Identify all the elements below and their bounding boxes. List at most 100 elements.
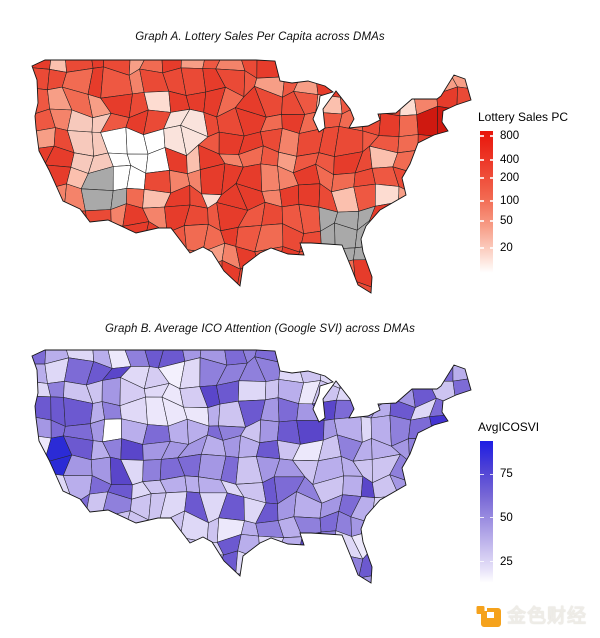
- dma-region: [391, 227, 421, 247]
- dma-region: [280, 350, 299, 365]
- dma-region: [433, 183, 460, 215]
- dma-region: [408, 500, 430, 522]
- dma-region: [419, 205, 440, 232]
- graph-a-colorbar: 800 400 200 100 50 20: [478, 130, 568, 283]
- dma-region: [43, 511, 73, 535]
- dma-region: [373, 67, 402, 99]
- dma-region: [353, 244, 379, 261]
- dma-region: [32, 262, 56, 290]
- dma-region: [294, 265, 323, 287]
- dma-region: [260, 163, 281, 192]
- dma-region: [64, 569, 92, 583]
- dma-region: [321, 350, 344, 362]
- dma-region: [414, 187, 440, 215]
- colorbar-tick: [480, 135, 484, 137]
- dma-region: [62, 243, 95, 269]
- graph-b-title: Graph B. Average ICO Attention (Google S…: [105, 323, 415, 335]
- graph-a-choropleth-map: [31, 59, 472, 294]
- colorbar-tick: [489, 220, 493, 222]
- graph-a-legend: Lottery Sales PC 800 400 200 100 50 20: [478, 110, 573, 283]
- dma-region: [84, 516, 104, 542]
- dma-region: [427, 494, 454, 523]
- dma-region: [350, 350, 379, 368]
- dma-region: [105, 260, 121, 282]
- dma-region: [314, 66, 341, 98]
- dma-region: [91, 246, 114, 265]
- dma-region: [433, 168, 455, 188]
- dma-region: [296, 403, 325, 421]
- dma-region: [337, 570, 359, 583]
- dma-region: [196, 554, 225, 581]
- us-outline: [31, 349, 472, 584]
- dma-region: [446, 264, 471, 284]
- dma-region: [454, 109, 471, 130]
- colorbar-tick: [489, 177, 493, 179]
- dma-region: [257, 279, 285, 293]
- dma-region: [395, 60, 415, 81]
- dma-region: [450, 434, 471, 464]
- dma-region: [107, 550, 131, 581]
- dma-region: [411, 366, 439, 387]
- dma-region: [80, 188, 114, 212]
- dma-region: [82, 579, 113, 583]
- dma-region: [32, 187, 54, 205]
- dma-region: [162, 285, 186, 293]
- dma-region: [102, 538, 131, 561]
- dma-region: [259, 419, 280, 444]
- dma-region: [50, 222, 71, 249]
- dma-region: [409, 531, 435, 557]
- dma-region: [351, 67, 375, 99]
- dma-region: [293, 66, 319, 95]
- dma-region: [164, 225, 187, 250]
- dma-region: [184, 475, 200, 494]
- dma-region: [351, 60, 374, 71]
- dma-region: [332, 350, 361, 366]
- dma-region: [140, 573, 168, 583]
- dma-region: [119, 279, 152, 293]
- dma-region: [371, 548, 397, 580]
- dma-region: [452, 359, 471, 382]
- dma-region: [371, 530, 395, 553]
- dma-region: [352, 384, 379, 407]
- us-outline: [31, 59, 472, 294]
- dma-region: [447, 473, 471, 496]
- dma-region: [411, 244, 434, 267]
- dma-region: [294, 350, 324, 365]
- dma-region: [142, 459, 162, 483]
- dma-region: [429, 414, 454, 439]
- dma-region: [185, 268, 206, 291]
- dma-region: [32, 571, 53, 583]
- dma-region: [222, 350, 248, 366]
- dma-region: [280, 278, 303, 293]
- dma-region: [428, 458, 452, 482]
- dma-region: [119, 260, 150, 284]
- dma-region: [32, 513, 56, 542]
- graph-b-legend: AvgICOSVI 75 50 25: [478, 420, 573, 593]
- colorbar-tick: [489, 516, 493, 519]
- dma-region: [139, 550, 168, 578]
- dma-region: [369, 366, 400, 388]
- dma-region: [315, 111, 343, 129]
- dma-region: [105, 279, 132, 293]
- dma-region: [42, 285, 75, 293]
- dma-region: [446, 491, 471, 523]
- dma-region: [51, 530, 73, 553]
- dma-region: [433, 434, 454, 460]
- dma-region: [52, 201, 67, 229]
- colorbar-gradient: [480, 131, 493, 277]
- dma-region: [374, 278, 397, 293]
- dma-region: [258, 535, 285, 560]
- dma-region: [437, 105, 458, 137]
- dma-region: [32, 363, 48, 384]
- logo-big-block: [481, 607, 501, 627]
- colorbar-tick: [489, 159, 493, 161]
- dma-region: [408, 60, 438, 76]
- colorbar-tick-label: 25: [500, 555, 513, 568]
- dma-region: [357, 574, 376, 583]
- dma-region: [395, 576, 421, 583]
- dma-region: [89, 260, 109, 289]
- dma-region-layer: [32, 60, 471, 293]
- dma-region: [144, 282, 170, 293]
- dma-region: [88, 280, 112, 293]
